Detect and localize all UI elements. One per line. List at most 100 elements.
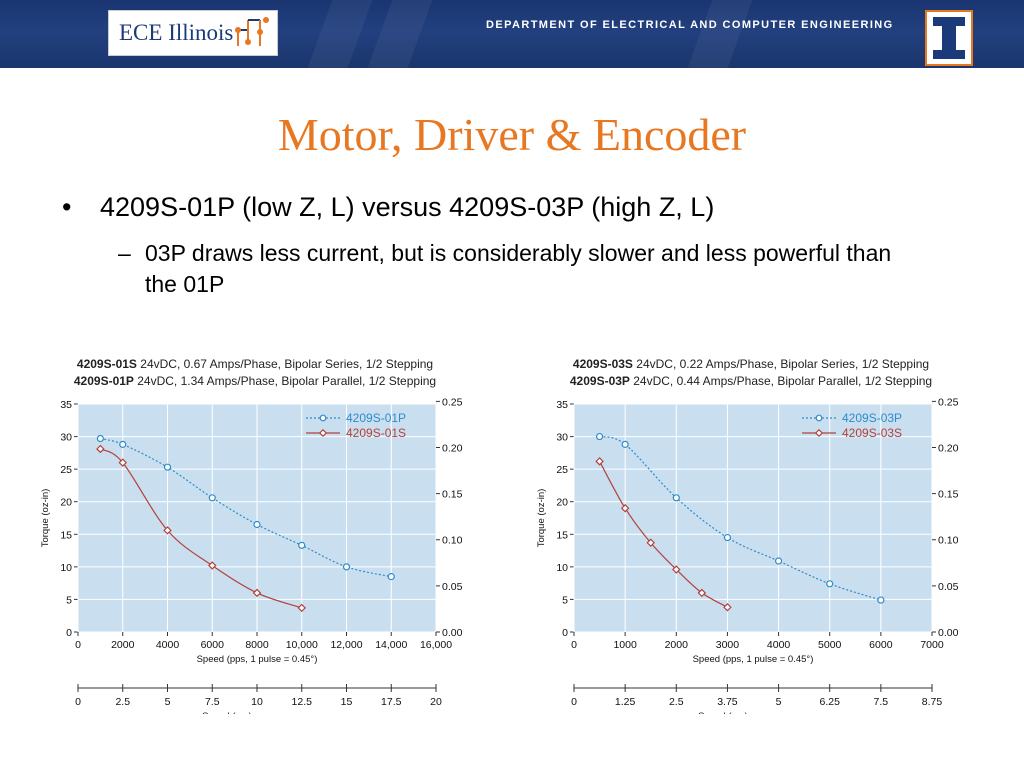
data-point-4209S-03P [826, 580, 834, 588]
x2-tick-label: 15 [341, 696, 353, 708]
x2-tick-label: 5 [776, 696, 782, 708]
ece-illinois-logo[interactable]: ECE Illinois [108, 10, 278, 56]
y2-tick-label: 0.05 [938, 581, 959, 593]
chart-header-spec: 24vDC, 0.44 Amps/Phase, Bipolar Parallel… [630, 374, 932, 388]
x-tick-label: 5000 [818, 639, 842, 651]
data-point-4209S-03P [774, 557, 783, 565]
legend-label: 4209S-03S [842, 426, 902, 440]
torque-chart-01: 4209S-01S 24vDC, 0.67 Amps/Phase, Bipola… [34, 352, 464, 714]
x-tick-label: 1000 [613, 639, 637, 651]
x2-tick-label: 3.75 [717, 696, 738, 708]
y-tick-label: 0 [66, 627, 72, 639]
data-point-4209S-03S [672, 565, 681, 574]
y2-tick-label: 0.20 [442, 442, 463, 454]
block-i-logo[interactable] [925, 10, 973, 66]
plot-area [573, 403, 933, 633]
x2-tick-label: 2.5 [115, 696, 130, 708]
slide-title: Motor, Driver & Encoder [277, 109, 747, 160]
y-tick-label: 35 [556, 399, 568, 411]
chart-header-model: 4209S-03P [570, 374, 630, 388]
chart-header-spec: 24vDC, 0.22 Amps/Phase, Bipolar Series, … [633, 357, 929, 371]
data-point-4209S-01P [253, 520, 261, 529]
y2-tick-label: 0.15 [938, 489, 959, 501]
y-tick-label: 30 [60, 432, 72, 444]
data-point-4209S-03S [620, 503, 630, 513]
x2-axis-label: Speed (rps) [202, 711, 252, 714]
chart-header-line-2: 4209S-01P 24vDC, 1.34 Amps/Phase, Bipola… [74, 374, 436, 388]
sub-bullet-text: 03P draws less current, but is considera… [145, 240, 892, 297]
department-name: DEPARTMENT OF ELECTRICAL AND COMPUTER EN… [486, 19, 894, 31]
y2-tick-label: 0.25 [938, 396, 959, 408]
x2-tick-label: 0 [75, 696, 81, 708]
x-tick-label: 16,000 [420, 639, 452, 651]
y-tick-label: 20 [60, 497, 72, 509]
y-tick-label: 35 [60, 399, 72, 411]
x2-tick-label: 7.5 [874, 696, 889, 708]
y-tick-label: 15 [556, 529, 568, 541]
y2-tick-label: 0.10 [938, 535, 959, 547]
x-tick-label: 7000 [920, 639, 944, 651]
data-point-4209S-03P [672, 494, 680, 502]
x2-tick-label: 8.75 [922, 696, 943, 708]
x-tick-label: 12,000 [330, 639, 362, 651]
data-point-4209S-01P [342, 563, 351, 571]
banner-decoration [367, 0, 433, 68]
bullet-item: • 4209S-01P (low Z, L) versus 4209S-03P (… [62, 192, 714, 223]
data-point-4209S-03S [595, 457, 604, 466]
x-tick-label: 2000 [111, 639, 135, 651]
legend-marker [318, 428, 328, 438]
data-point-4209S-03P [621, 440, 629, 448]
x-tick-label: 0 [75, 639, 81, 651]
y-axis-label: Torque (oz-in) [40, 489, 51, 548]
x2-tick-label: 0 [571, 696, 577, 708]
x-tick-label: 6000 [869, 639, 893, 651]
y2-tick-label: 0.10 [442, 535, 463, 547]
circuit-logo-icon [235, 17, 269, 46]
banner-decoration [687, 0, 753, 68]
x2-tick-label: 6.25 [819, 696, 840, 708]
data-point-4209S-03P [595, 432, 604, 441]
data-point-4209S-01S [163, 526, 172, 535]
x2-axis-label: Speed (rps) [698, 711, 748, 714]
y-tick-label: 5 [66, 594, 72, 606]
header-banner: ECE Illinois DEPARTMENT OF ELECTRICAL AN… [0, 0, 1024, 68]
data-point-4209S-01S [118, 458, 127, 467]
x-tick-label: 2000 [665, 639, 689, 651]
y-tick-label: 0 [562, 627, 568, 639]
x-axis-label: Speed (pps, 1 pulse = 0.45°) [197, 654, 318, 665]
y-tick-label: 10 [556, 562, 568, 574]
y2-tick-label: 0.05 [442, 581, 463, 593]
chart-svg: 4209S-01S 24vDC, 0.67 Amps/Phase, Bipola… [40, 357, 463, 714]
legend-marker [814, 428, 824, 438]
y2-tick-label: 0.00 [938, 627, 959, 639]
y-tick-label: 25 [556, 464, 568, 476]
chart-header-model: 4209S-01P [74, 374, 134, 388]
x-tick-label: 4000 [156, 639, 180, 651]
data-point-4209S-01S [297, 603, 306, 613]
y-tick-label: 20 [556, 497, 568, 509]
data-point-4209S-01P [119, 440, 127, 448]
data-point-4209S-01P [208, 494, 216, 502]
data-point-4209S-03S [697, 588, 707, 598]
x-tick-label: 3000 [716, 639, 740, 651]
x-tick-label: 4000 [767, 639, 791, 651]
x2-tick-label: 5 [165, 696, 171, 708]
y2-tick-label: 0.20 [938, 442, 959, 454]
x2-tick-label: 10 [251, 696, 263, 708]
chart-header-line-2: 4209S-03P 24vDC, 0.44 Amps/Phase, Bipola… [570, 374, 932, 388]
legend-label: 4209S-03P [842, 411, 902, 425]
x-axis-label: Speed (pps, 1 pulse = 0.45°) [693, 654, 814, 665]
logo-text: ECE Illinois [119, 20, 234, 45]
x2-tick-label: 1.25 [615, 696, 636, 708]
chart-header-model: 4209S-03S [573, 357, 633, 371]
legend-marker [815, 414, 823, 422]
x2-tick-label: 7.5 [205, 696, 220, 708]
sub-bullet-item: – 03P draws less current, but is conside… [118, 238, 918, 300]
y-tick-label: 10 [60, 562, 72, 574]
y2-tick-label: 0.00 [442, 627, 463, 639]
data-point-4209S-03P [877, 596, 885, 604]
legend-marker [319, 414, 327, 422]
x-tick-label: 0 [571, 639, 577, 651]
y-axis-label: Torque (oz-in) [536, 489, 547, 548]
bullet-text: 4209S-01P (low Z, L) versus 4209S-03P (h… [100, 192, 715, 222]
